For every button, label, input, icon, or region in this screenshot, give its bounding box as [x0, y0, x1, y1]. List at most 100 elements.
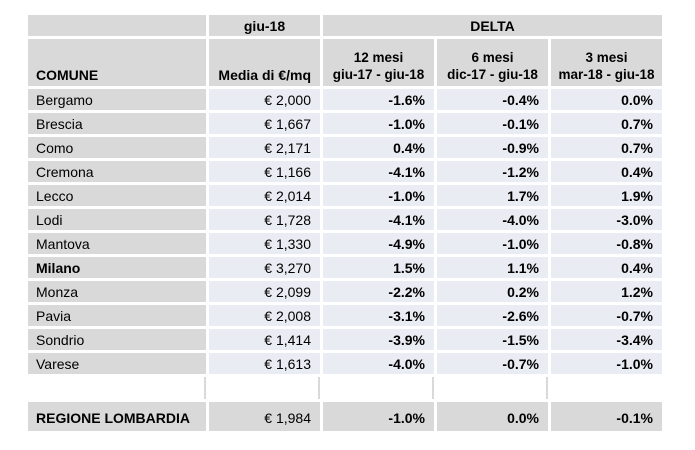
table-row: Sondrio € 1,414 -3.9% -1.5% -3.4% — [28, 329, 662, 350]
header-comune: COMUNE — [28, 39, 206, 86]
cell-media: € 1,667 — [209, 113, 320, 134]
spacer-cell — [437, 377, 548, 399]
cell-comune: Lodi — [28, 209, 206, 230]
header-delta-12m: 12 mesi giu-17 - giu-18 — [323, 39, 434, 86]
table-row: Mantova € 1,330 -4.9% -1.0% -0.8% — [28, 233, 662, 254]
cell-comune: Milano — [28, 257, 206, 278]
cell-delta-12m: -1.0% — [323, 113, 434, 134]
cell-comune: Mantova — [28, 233, 206, 254]
cell-media: € 3,270 — [209, 257, 320, 278]
header-delta-6m: 6 mesi dic-17 - giu-18 — [437, 39, 548, 86]
cell-delta-12m: -4.9% — [323, 233, 434, 254]
cell-comune: Varese — [28, 353, 206, 374]
cell-comune: Brescia — [28, 113, 206, 134]
spacer-cell — [28, 377, 206, 399]
cell-delta-12m: 0.4% — [323, 137, 434, 158]
cell-delta-6m: -0.1% — [437, 113, 548, 134]
cell-delta-3m: 1.9% — [551, 185, 662, 206]
cell-delta-6m: -1.5% — [437, 329, 548, 350]
cell-media: € 2,014 — [209, 185, 320, 206]
cell-comune: Bergamo — [28, 89, 206, 110]
cell-delta-6m: -0.4% — [437, 89, 548, 110]
footer-row-regione: REGIONE LOMBARDIA € 1,984 -1.0% 0.0% -0.… — [28, 402, 662, 431]
table-row: Monza € 2,099 -2.2% 0.2% 1.2% — [28, 281, 662, 302]
cell-comune: Pavia — [28, 305, 206, 326]
table-row: Milano € 3,270 1.5% 1.1% 0.4% — [28, 257, 662, 278]
cell-delta-3m: -3.4% — [551, 329, 662, 350]
cell-delta-6m: -1.2% — [437, 161, 548, 182]
table-row: Lecco € 2,014 -1.0% 1.7% 1.9% — [28, 185, 662, 206]
cell-comune: Cremona — [28, 161, 206, 182]
table-body: Bergamo € 2,000 -1.6% -0.4% 0.0% Brescia € 1,6… — [28, 89, 662, 374]
footer-media: € 1,984 — [209, 402, 320, 431]
table-footer: REGIONE LOMBARDIA € 1,984 -1.0% 0.0% -0.… — [28, 377, 662, 431]
header-delta: DELTA — [323, 15, 662, 36]
footer-delta-3m: -0.1% — [551, 402, 662, 431]
cell-delta-6m: 1.1% — [437, 257, 548, 278]
footer-comune: REGIONE LOMBARDIA — [28, 402, 206, 431]
cell-delta-6m: -4.0% — [437, 209, 548, 230]
cell-delta-12m: 1.5% — [323, 257, 434, 278]
cell-delta-6m: 1.7% — [437, 185, 548, 206]
cell-comune: Sondrio — [28, 329, 206, 350]
table-row: Bergamo € 2,000 -1.6% -0.4% 0.0% — [28, 89, 662, 110]
cell-comune: Como — [28, 137, 206, 158]
cell-media: € 1,414 — [209, 329, 320, 350]
cell-delta-3m: 0.7% — [551, 137, 662, 158]
cell-delta-3m: -0.8% — [551, 233, 662, 254]
table-row: Cremona € 1,166 -4.1% -1.2% 0.4% — [28, 161, 662, 182]
table-row: Brescia € 1,667 -1.0% -0.1% 0.7% — [28, 113, 662, 134]
cell-delta-6m: -2.6% — [437, 305, 548, 326]
cell-delta-6m: 0.2% — [437, 281, 548, 302]
header-media: Media di €/mq — [209, 39, 320, 86]
price-table: giu-18 DELTA COMUNE Media di €/mq 12 mes… — [25, 12, 665, 434]
header-delta-6m-period: 6 mesi — [471, 50, 514, 65]
spacer-cell — [323, 377, 434, 399]
table-row: Lodi € 1,728 -4.1% -4.0% -3.0% — [28, 209, 662, 230]
cell-media: € 2,008 — [209, 305, 320, 326]
table-head: giu-18 DELTA COMUNE Media di €/mq 12 mes… — [28, 15, 662, 86]
cell-comune: Lecco — [28, 185, 206, 206]
cell-delta-3m: 0.4% — [551, 161, 662, 182]
cell-delta-3m: 0.7% — [551, 113, 662, 134]
cell-delta-12m: -1.0% — [323, 185, 434, 206]
price-table-frame: giu-18 DELTA COMUNE Media di €/mq 12 mes… — [25, 12, 665, 434]
cell-delta-3m: -1.0% — [551, 353, 662, 374]
cell-media: € 2,171 — [209, 137, 320, 158]
cell-delta-12m: -4.1% — [323, 209, 434, 230]
header-delta-3m-period: 3 mesi — [585, 50, 628, 65]
spacer-cell — [209, 377, 320, 399]
header-row-columns: COMUNE Media di €/mq 12 mesi giu-17 - gi… — [28, 39, 662, 86]
header-delta-12m-period: 12 mesi — [353, 50, 404, 65]
footer-delta-6m: 0.0% — [437, 402, 548, 431]
spacer-row — [28, 377, 662, 399]
cell-delta-3m: 0.4% — [551, 257, 662, 278]
cell-delta-6m: -0.7% — [437, 353, 548, 374]
cell-delta-12m: -4.1% — [323, 161, 434, 182]
cell-delta-12m: -3.1% — [323, 305, 434, 326]
cell-delta-12m: -3.9% — [323, 329, 434, 350]
header-delta-3m-range: mar-18 - giu-18 — [558, 67, 655, 82]
cell-delta-12m: -1.6% — [323, 89, 434, 110]
cell-delta-12m: -2.2% — [323, 281, 434, 302]
header-delta-3m: 3 mesi mar-18 - giu-18 — [551, 39, 662, 86]
header-giu18: giu-18 — [209, 15, 320, 36]
spacer-cell — [551, 377, 662, 399]
cell-delta-3m: -3.0% — [551, 209, 662, 230]
cell-media: € 1,166 — [209, 161, 320, 182]
header-delta-6m-range: dic-17 - giu-18 — [447, 67, 538, 82]
header-row-period: giu-18 DELTA — [28, 15, 662, 36]
cell-media: € 1,728 — [209, 209, 320, 230]
cell-delta-6m: -1.0% — [437, 233, 548, 254]
cell-delta-3m: 0.0% — [551, 89, 662, 110]
cell-media: € 2,000 — [209, 89, 320, 110]
cell-comune: Monza — [28, 281, 206, 302]
table-row: Como € 2,171 0.4% -0.9% 0.7% — [28, 137, 662, 158]
cell-delta-3m: 1.2% — [551, 281, 662, 302]
cell-media: € 1,330 — [209, 233, 320, 254]
footer-delta-12m: -1.0% — [323, 402, 434, 431]
cell-delta-12m: -4.0% — [323, 353, 434, 374]
cell-delta-3m: -0.7% — [551, 305, 662, 326]
cell-media: € 1,613 — [209, 353, 320, 374]
